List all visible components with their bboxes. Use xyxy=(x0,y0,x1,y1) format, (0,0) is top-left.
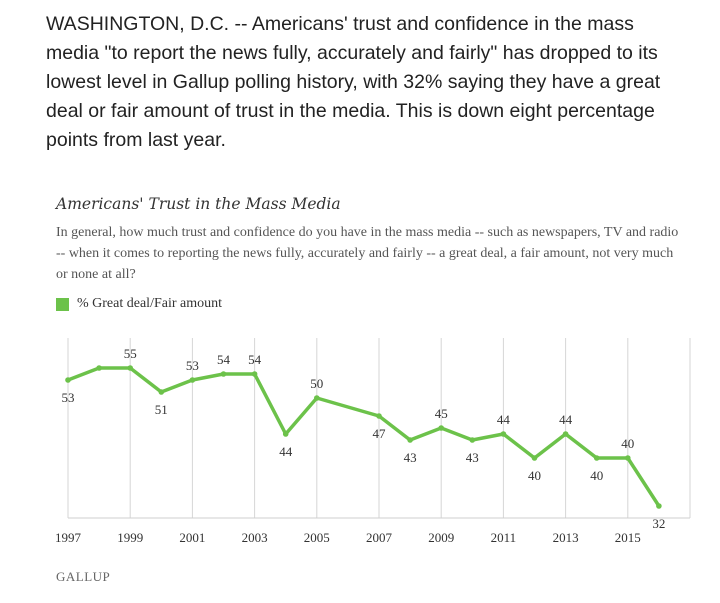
data-label: 50 xyxy=(310,376,323,391)
data-label: 53 xyxy=(62,390,75,405)
article-paragraph: WASHINGTON, D.C. -- Americans' trust and… xyxy=(46,13,661,151)
chart-legend: % Great deal/Fair amount xyxy=(56,296,222,312)
data-point xyxy=(282,431,289,437)
x-tick-label: 1997 xyxy=(55,530,82,545)
data-label: 53 xyxy=(186,358,199,373)
x-tick-label: 2001 xyxy=(179,530,205,545)
x-tick-label: 1999 xyxy=(117,530,143,545)
data-label: 40 xyxy=(621,436,634,451)
data-point xyxy=(500,431,507,437)
x-tick-label: 2011 xyxy=(491,530,517,545)
data-label: 47 xyxy=(373,426,387,441)
data-label: 44 xyxy=(559,412,573,427)
data-label: 40 xyxy=(590,468,603,483)
series-line xyxy=(66,366,661,508)
data-label: 45 xyxy=(435,406,448,421)
data-point xyxy=(438,425,445,431)
data-label: 43 xyxy=(404,450,417,465)
x-tick-label: 2015 xyxy=(615,530,641,545)
data-label: 43 xyxy=(466,450,479,465)
data-point xyxy=(469,437,476,443)
data-label: 32 xyxy=(652,516,665,531)
chart-title: Americans' Trust in the Mass Media xyxy=(56,195,341,213)
data-label: 40 xyxy=(528,468,541,483)
data-point xyxy=(407,437,413,443)
x-tick-label: 2009 xyxy=(428,530,454,545)
data-point xyxy=(220,371,227,377)
source-logo: GALLUP xyxy=(56,569,111,584)
x-tick-label: 2005 xyxy=(304,530,330,545)
legend-swatch xyxy=(56,297,69,311)
data-label: 54 xyxy=(217,352,231,367)
data-point xyxy=(65,377,71,383)
data-point xyxy=(656,503,662,509)
x-tick-label: 2007 xyxy=(366,530,393,545)
data-point xyxy=(158,389,165,395)
data-label: 51 xyxy=(155,402,168,417)
data-label: 44 xyxy=(497,412,511,427)
data-point xyxy=(562,431,569,437)
data-point xyxy=(625,455,631,461)
data-point xyxy=(251,371,258,377)
data-point xyxy=(127,365,133,371)
data-point xyxy=(314,395,320,401)
data-point xyxy=(96,365,102,371)
x-tick-label: 2003 xyxy=(242,530,268,545)
data-label: 54 xyxy=(248,352,262,367)
data-label: 44 xyxy=(279,444,293,459)
data-point xyxy=(531,455,538,461)
data-label: 55 xyxy=(124,346,137,361)
x-tick-label: 2013 xyxy=(553,530,579,545)
data-point xyxy=(189,377,196,383)
legend-label: % Great deal/Fair amount xyxy=(77,296,223,311)
chart-subtitle: In general, how much trust and confidenc… xyxy=(56,225,679,282)
data-point xyxy=(376,413,382,419)
data-point xyxy=(593,455,600,461)
